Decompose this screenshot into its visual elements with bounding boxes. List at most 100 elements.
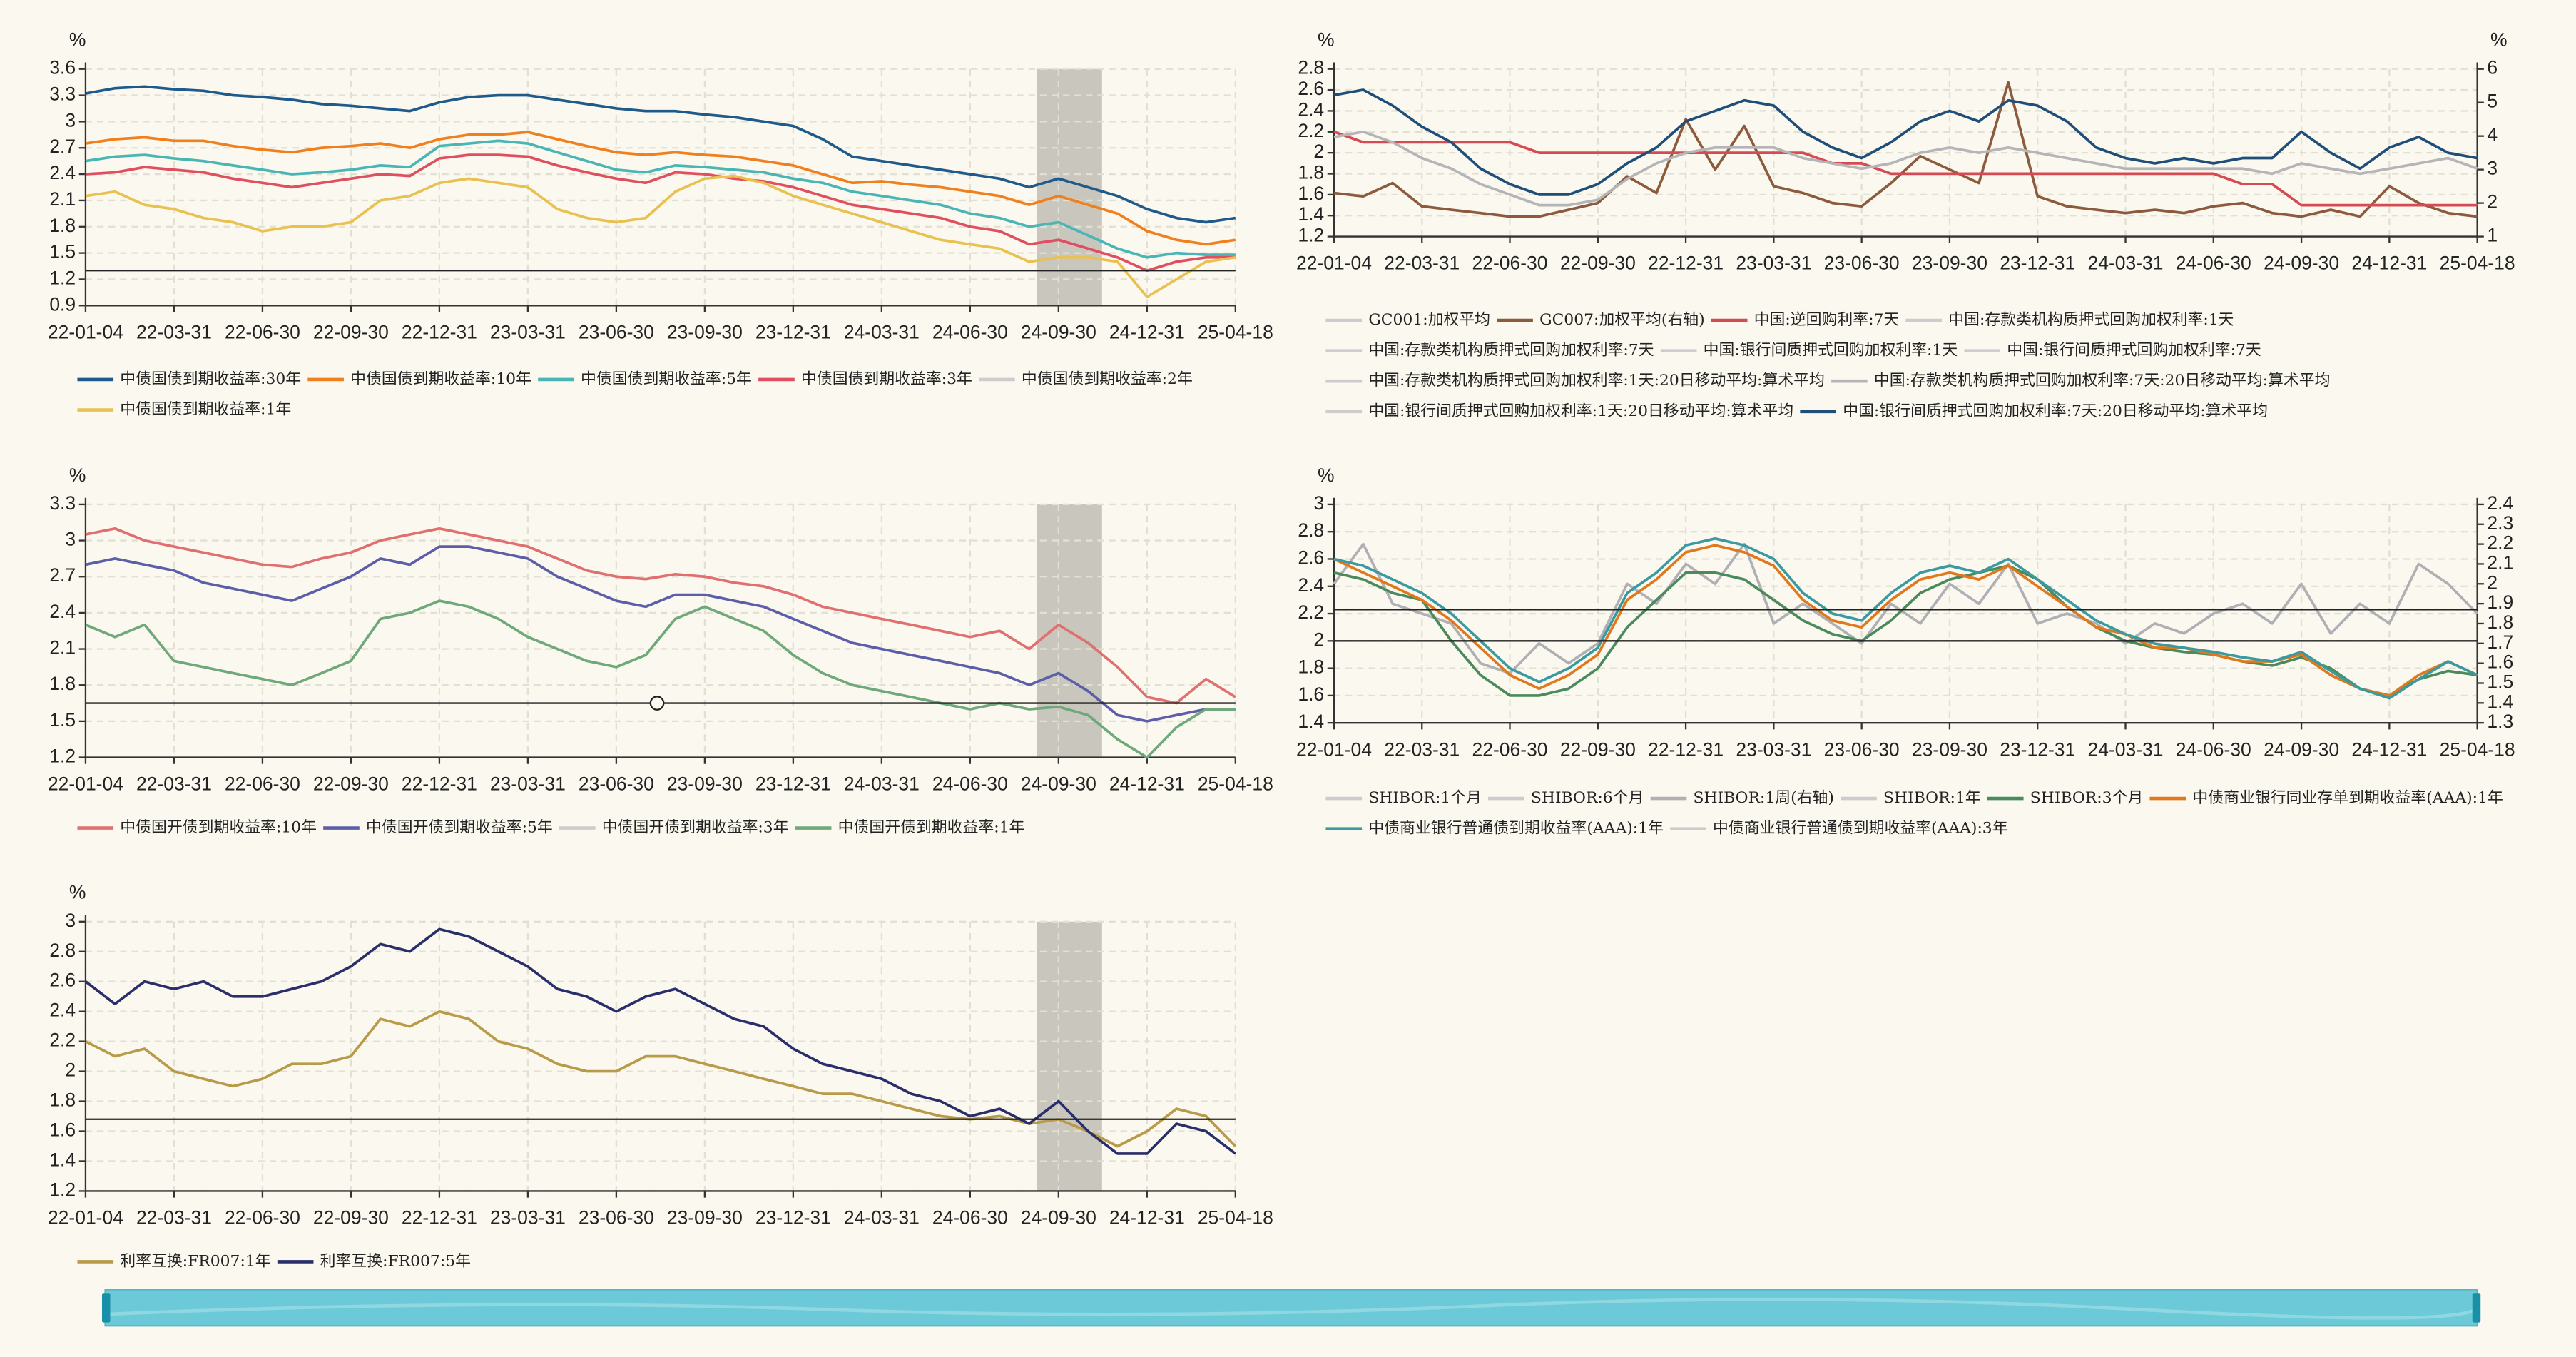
legend-label: SHIBOR:1个月 [1368,789,1482,807]
series-line [1333,537,2478,700]
legend-item[interactable]: GC007:加权平均(右轴) [1497,311,1705,329]
x-tick-label: 22-03-31 [136,321,212,342]
x-tick-label: 24-03-31 [844,321,920,342]
legend-item[interactable]: 利率互换:FR007:5年 [277,1252,471,1270]
legend-label: 中债国债到期收益率:10年 [350,370,531,388]
x-tick-label: 23-09-30 [1912,738,1987,760]
y2-tick-label: 1 [2487,225,2498,246]
y-tick-label: 3.6 [49,57,76,78]
x-tick-label: 24-06-30 [932,773,1008,795]
legend-item[interactable]: 中债国债到期收益率:5年 [538,370,752,388]
y-tick-label: 2.4 [49,162,76,183]
legend-label: SHIBOR:1周(右轴) [1694,789,1834,807]
y-tick-label: 2.4 [49,1000,76,1021]
chart: 1.41.61.822.22.42.62.831.31.41.51.61.71.… [1296,464,2515,838]
x-tick-label: 22-12-31 [1648,253,1724,274]
series-line [85,85,1236,224]
y-tick-label: 1.2 [49,1179,76,1200]
y-tick-label: 3 [65,910,76,931]
y2-tick-label: 2.1 [2487,552,2513,573]
legend-item[interactable]: 中国:存款类机构质押式回购加权利率:7天:20日移动平均:算术平均 [1831,372,2330,390]
legend-label: SHIBOR:1年 [1883,789,1981,807]
legend-item[interactable]: 中债国开债到期收益率:10年 [77,819,317,837]
legend-item[interactable]: 中债国开债到期收益率:3年 [559,819,789,837]
data-zoom-slider[interactable] [101,1289,2481,1327]
y2-tick-label: 2 [2487,191,2498,213]
legend-label: GC007:加权平均(右轴) [1539,311,1705,329]
x-tick-label: 24-09-30 [1021,773,1096,795]
legend-item[interactable]: GC001:加权平均 [1325,311,1490,329]
legend-item[interactable]: 中债国债到期收益率:1年 [77,401,291,419]
legend-item[interactable]: 中债国债到期收益率:10年 [307,370,531,388]
x-tick-label: 23-09-30 [667,1207,743,1229]
chart: 1.2 1.5 1.8 2.1 2.4 2.7 3 3.3 22-01-04 22-03-31 22… [48,464,1273,837]
legend-item[interactable]: SHIBOR:6个月 [1488,789,1644,807]
x-tick-label: 23-12-31 [2000,738,2075,760]
legend-item[interactable]: 中国:银行间质押式回购加权利率:1天 [1660,342,1958,360]
legend-item[interactable]: 中国:逆回购利率:7天 [1711,311,1900,329]
legend-item[interactable]: 中债商业银行同业存单到期收益率(AAA):1年 [2149,789,2503,807]
x-tick-label: 22-06-30 [1472,253,1548,274]
legend-item[interactable]: 中国:银行间质押式回购加权利率:7天 [1964,342,2261,360]
x-tick-label: 25-04-18 [1198,773,1273,795]
legend-item[interactable]: 中债国债到期收益率:30年 [77,370,301,388]
legend-item[interactable]: 中债国开债到期收益率:5年 [323,819,553,837]
legend-item[interactable]: 中债国债到期收益率:2年 [979,370,1193,388]
y-tick-label: 2.8 [1298,57,1324,78]
x-tick-label: 22-12-31 [1648,738,1724,760]
x-tick-label: 24-06-30 [2176,738,2251,760]
x-tick-label: 23-12-31 [755,321,831,342]
y-tick-label: 1.8 [49,1089,76,1111]
y-tick-label: 1.6 [1298,683,1324,705]
legend-item[interactable]: 利率互换:FR007:1年 [77,1252,271,1270]
y2-tick-label: 1.5 [2487,671,2513,692]
y-unit: % [1318,464,1335,486]
y-tick-label: 2.8 [1298,519,1324,541]
x-tick-label: 24-03-31 [2088,253,2164,274]
y2-tick-label: 2.4 [2487,492,2513,514]
legend-label: 中债国开债到期收益率:1年 [838,819,1025,837]
legend-item[interactable]: 中债国开债到期收益率:1年 [795,819,1025,837]
legend-item[interactable]: 中国:存款类机构质押式回购加权利率:1天 [1905,311,2234,329]
y-tick-label: 2.2 [1298,601,1324,623]
x-tick-label: 24-03-31 [844,773,920,795]
slider-handle-right[interactable] [2472,1293,2481,1323]
y-tick-label: 0.9 [49,293,76,315]
x-tick-label: 22-12-31 [402,773,477,795]
legend-item[interactable]: SHIBOR:1个月 [1325,789,1482,807]
y-tick-label: 1.6 [1298,183,1324,204]
x-tick-label: 22-03-31 [1384,253,1460,274]
legend-item[interactable]: 中国:银行间质押式回购加权利率:1天:20日移动平均:算术平均 [1325,402,1793,420]
legend-item[interactable]: 中国:银行间质押式回购加权利率:7天:20日移动平均:算术平均 [1800,402,2268,420]
x-tick-label: 22-03-31 [136,773,212,795]
x-tick-label: 24-12-31 [2351,253,2427,274]
legend-item[interactable]: 中国:存款类机构质押式回购加权利率:7天 [1325,342,1654,360]
legend-item[interactable]: 中债国债到期收益率:3年 [758,370,972,388]
legend-item[interactable]: 中债商业银行普通债到期收益率(AAA):1年 [1325,820,1664,838]
series-line [85,545,1236,723]
legend-label: 中债国债到期收益率:30年 [120,370,301,388]
legend-label: 中国:银行间质押式回购加权利率:7天 [2007,342,2261,360]
legend-item[interactable]: 中国:存款类机构质押式回购加权利率:1天:20日移动平均:算术平均 [1325,372,1825,390]
legend-label: 中债国债到期收益率:5年 [581,370,752,388]
x-tick-label: 24-12-31 [1109,321,1185,342]
series-line [84,927,1236,1155]
series-line [85,153,1236,273]
x-tick-label: 25-04-18 [2440,253,2515,274]
y-tick-label: 2 [1313,141,1324,162]
y-tick-label: 3.3 [49,492,76,514]
y2-tick-label: 1.3 [2487,711,2513,732]
legend-item[interactable]: SHIBOR:3个月 [1987,789,2143,807]
slider-handle-left[interactable] [101,1293,111,1323]
legend-item[interactable]: SHIBOR:1年 [1841,789,1981,807]
series-line [1333,130,2478,207]
highlight-area [1036,921,1102,1191]
legend-item[interactable]: 中债商业银行普通债到期收益率(AAA):3年 [1670,820,2008,838]
reference-line-symbol [649,696,665,711]
legend-label: SHIBOR:6个月 [1531,789,1644,807]
legend-label: 中国:银行间质押式回购加权利率:7天:20日移动平均:算术平均 [1843,402,2268,420]
legend-label: 中债国债到期收益率:2年 [1022,370,1193,388]
legend-item[interactable]: SHIBOR:1周(右轴) [1650,789,1834,807]
x-tick-label: 23-06-30 [1824,253,1900,274]
